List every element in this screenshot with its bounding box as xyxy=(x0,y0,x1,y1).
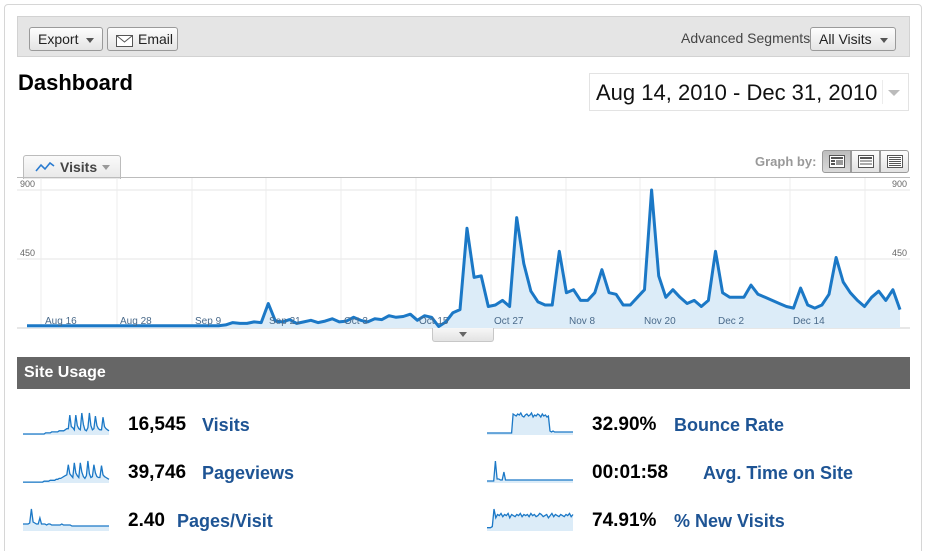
y-tick-label-right: 900 xyxy=(892,179,907,189)
x-tick-label: Sep 21 xyxy=(269,316,301,327)
visits-chart: 900 450 900 450 Aug 16 Aug 28 Sep 9 Sep 21 Oct 3… xyxy=(17,177,910,329)
day-view-icon xyxy=(829,155,845,168)
stat-link-pageviews[interactable]: Pageviews xyxy=(202,463,295,483)
y-tick-label-left: 450 xyxy=(20,248,35,258)
visits-chart-svg: 900 450 900 450 Aug 16 Aug 28 Sep 9 Sep 21 Oct 3… xyxy=(17,178,910,329)
graph-by-month-button[interactable] xyxy=(880,150,909,173)
page-title: Dashboard xyxy=(18,70,133,95)
graph-by-day-button[interactable] xyxy=(822,150,851,173)
stat-link-visits[interactable]: Visits xyxy=(202,415,250,435)
top-toolbar: Export Email Advanced Segments: All Visi… xyxy=(17,16,910,57)
stat-value: 74.91% xyxy=(592,510,657,531)
metric-label: Visits xyxy=(60,159,98,175)
advanced-segments-label: Advanced Segments: xyxy=(681,30,815,46)
metric-selector[interactable]: Visits xyxy=(23,155,121,179)
stat-value: 00:01:58 xyxy=(592,462,669,483)
sparkline-line xyxy=(487,411,573,434)
sparkline-fill xyxy=(23,509,109,531)
stat-bounce-rate: 32.90% Bounce Rate xyxy=(486,410,906,440)
date-range-value: Aug 14, 2010 - Dec 31, 2010 xyxy=(596,80,878,105)
export-label: Export xyxy=(38,31,79,47)
stat-link-new-visits[interactable]: % New Visits xyxy=(674,511,785,531)
stat-link-bounce-rate[interactable]: Bounce Rate xyxy=(674,415,785,435)
y-tick-label-right: 450 xyxy=(892,248,907,258)
sparkline-fill xyxy=(487,413,573,435)
sparkline-fill xyxy=(23,461,109,483)
x-tick-label: Aug 28 xyxy=(120,316,152,327)
x-tick-label: Dec 14 xyxy=(793,316,825,327)
segments-dropdown[interactable]: All Visits xyxy=(810,27,896,51)
sparkline-line xyxy=(487,460,573,482)
stat-value: 32.90% xyxy=(592,414,657,435)
sparkline[interactable] xyxy=(22,506,112,533)
y-tick-label-left: 900 xyxy=(20,179,35,189)
chevron-down-icon xyxy=(879,37,888,43)
stat-visits: 16,545 Visits xyxy=(22,410,442,440)
x-tick-label: Sep 9 xyxy=(195,316,222,327)
stat-pageviews: 39,746 Pageviews xyxy=(22,458,442,488)
email-label: Email xyxy=(138,31,174,47)
stat-avg-time-on-site: 00:01:58 Avg. Time on Site xyxy=(486,458,906,488)
stat-pages-per-visit: 2.40 Pages/Visit xyxy=(22,506,442,536)
x-tick-label: Oct 27 xyxy=(494,316,524,327)
stat-value: 39,746 xyxy=(128,462,187,483)
chevron-down-icon xyxy=(86,37,95,43)
export-button[interactable]: Export xyxy=(29,27,103,51)
line-chart-icon xyxy=(35,161,55,172)
sparkline-fill xyxy=(487,509,573,531)
segment-selected-value: All Visits xyxy=(819,31,872,47)
sparkline-line xyxy=(487,508,574,529)
x-tick-label: Oct 3 xyxy=(344,316,368,327)
visits-area-fill xyxy=(27,190,900,328)
month-view-icon xyxy=(887,155,903,168)
stat-new-visits: 74.91% % New Visits xyxy=(486,506,906,536)
sparkline-line xyxy=(23,412,110,435)
stat-link-avg-time-on-site[interactable]: Avg. Time on Site xyxy=(703,463,854,483)
x-tick-label: Nov 20 xyxy=(644,316,676,327)
stat-value: 2.40 xyxy=(128,510,165,531)
x-tick-label: Dec 2 xyxy=(718,316,745,327)
sparkline[interactable] xyxy=(22,458,112,485)
site-usage-header: Site Usage xyxy=(17,357,910,389)
date-range-picker[interactable]: Aug 14, 2010 - Dec 31, 2010 xyxy=(589,73,909,111)
x-tick-label: Oct 15 xyxy=(419,316,449,327)
graph-by-week-button[interactable] xyxy=(851,150,880,173)
sparkline[interactable] xyxy=(486,506,576,533)
week-view-icon xyxy=(858,155,874,168)
sparkline-line xyxy=(23,460,110,483)
sparkline[interactable] xyxy=(486,410,576,437)
visits-series-line xyxy=(27,188,902,328)
x-tick-label: Nov 8 xyxy=(569,316,596,327)
chevron-down-icon xyxy=(102,165,110,170)
sparkline-line xyxy=(23,508,109,527)
x-tick-label: Aug 16 xyxy=(45,316,77,327)
sparkline[interactable] xyxy=(486,458,576,485)
chevron-down-icon[interactable] xyxy=(882,80,904,104)
graph-by-label: Graph by: xyxy=(755,154,817,169)
sparkline[interactable] xyxy=(22,410,112,437)
stat-link-pages-per-visit[interactable]: Pages/Visit xyxy=(177,511,273,531)
collapse-chart-handle[interactable] xyxy=(432,328,494,342)
envelope-icon xyxy=(116,35,133,47)
email-button[interactable]: Email xyxy=(107,27,178,51)
stat-value: 16,545 xyxy=(128,414,187,435)
